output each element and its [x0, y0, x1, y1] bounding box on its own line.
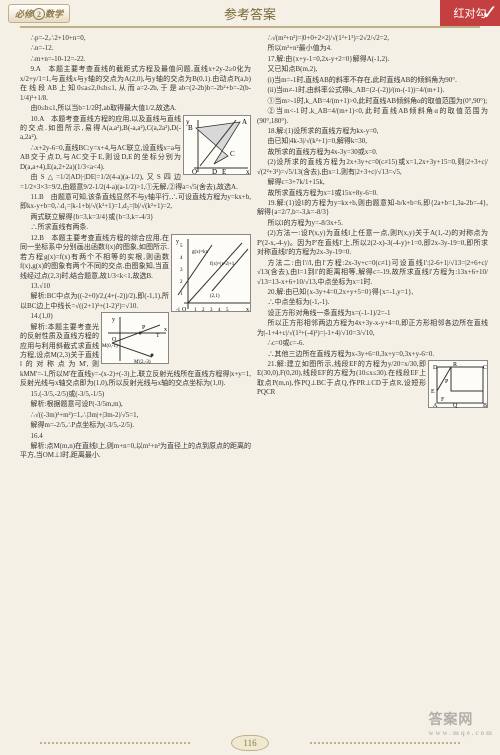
body-text: ∴c=0或c=-6.	[257, 339, 488, 348]
svg-text:y: y	[112, 317, 115, 323]
body-text: 解析:点M(m,n)在直线l上,则m+n=0,以m²+n²为直径上的点到原点的距…	[20, 442, 251, 461]
svg-text:2: 2	[202, 308, 205, 313]
svg-text:3: 3	[210, 308, 213, 313]
body-text: 9.A 本题主要考查直线的截距式方程及最值问题,直线x+2y-2≥0化为x/2+…	[20, 65, 251, 103]
page-title: 参考答案	[224, 4, 276, 23]
svg-text:4: 4	[218, 308, 221, 313]
body-text: ②当m<-1时,k_AB=4/(m+1)<0,此时直线AB倾斜角α的取值范围为(…	[257, 107, 488, 126]
body-text: 解得c=3+7k/1+15k,	[257, 178, 488, 187]
svg-text:C: C	[230, 150, 235, 158]
svg-text:D: D	[212, 168, 217, 176]
body-text: ∴其他三边所在直线方程为x-3y+6=0,3x+y=0,3x+y-6=0.	[257, 350, 488, 359]
subject-text-right: 数学	[45, 9, 63, 19]
body-text: 故所求直线方程为x=1或15x+8y-6=0.	[257, 189, 488, 198]
svg-text:x: x	[246, 168, 250, 176]
body-text: (2)方法一:设P(x,y)为直线l上任意一点,则P(x,y)关于A(1,-2)…	[257, 229, 488, 257]
body-text: 11.B 由题意可知,该条直线显然不与y轴平行,∴可设直线方程为y=kx+b,即…	[20, 193, 251, 212]
svg-text:-1: -1	[176, 308, 181, 313]
body-text: 两式联立解得{b=3,k=3/4}或{b=3,k=-4/3}	[20, 213, 251, 222]
svg-text:B: B	[483, 403, 487, 409]
body-text: (2)设所求的直线方程为2x+3y+c=0(c≠15)或x=1,2x+3y+15…	[257, 158, 488, 177]
subject-text-left: 必修	[15, 9, 33, 19]
body-text: 17.解:由{x+y-1=0,2x-y+2=0}解得A(-1,2).	[257, 55, 488, 64]
body-text: (ii)当m≠-1时,由斜率公式得k_AB=(2-(-2))/(m-(-1))=…	[257, 86, 488, 95]
svg-text:5: 5	[226, 308, 229, 313]
watermark-url: www.mqe.com	[428, 729, 494, 737]
body-text: 解析:根据题意可设P(-3/5m,m),	[20, 400, 251, 409]
body-text: 故所求的直线方程为4x-3y=30或x=0.	[257, 148, 488, 157]
svg-text:1: 1	[194, 308, 197, 313]
svg-text:M'(2,-3): M'(2,-3)	[134, 360, 151, 365]
body-text: (i)当m=-1时,直线AB的斜率不存在,此时直线AB的倾斜角为90°.	[257, 76, 488, 85]
body-text: ∴中点坐标为(-1,-1).	[257, 298, 488, 307]
svg-text:3: 3	[180, 268, 183, 273]
body-text: ∴m+n=-10-12=-22.	[20, 55, 251, 64]
body-text: 所以正方形相邻两边方程为4x+3y-x-y+4=0,即正方形相邻各边所在直线为|…	[257, 319, 488, 338]
body-text: 由已知|4k-3|/√(k²+1)=0,解得k=30,	[257, 137, 488, 146]
watermark: 答案网 www.mqe.com	[428, 709, 494, 737]
body-text: 解得m=-2/5,∴P点坐标为(-3/5,-2/5).	[20, 421, 251, 430]
body-text: 设正方形对角线一条直线为x=(-1-1)/2=-1	[257, 309, 488, 318]
svg-text:M(0,-1): M(0,-1)	[102, 344, 118, 349]
body-text: ∴n=-12.	[20, 44, 251, 53]
svg-text:2: 2	[180, 280, 183, 285]
body-text: 又已知点B(m,2),	[257, 65, 488, 74]
checkmark-icon: ✓	[481, 0, 498, 25]
body-text: 所以l的方程为y=-8/3x+5.	[257, 219, 488, 228]
body-text: ∴√((-3m)²+m²)=1,∴|3m|+|3m-2|/√5=1,	[20, 411, 251, 420]
svg-text:F: F	[441, 397, 445, 403]
page-header: 必修2数学 参考答案 红对勾 ✓	[0, 0, 500, 26]
watermark-text: 答案网	[428, 713, 473, 728]
header-divider	[20, 26, 480, 30]
body-text: 由0≤b≤1,所以当b=1/2时,ab取得最大值1/2,故选A.	[20, 104, 251, 113]
body-text: 所以m²+n²最小值为4.	[257, 44, 488, 53]
svg-text:O: O	[192, 168, 197, 176]
svg-text:T: T	[156, 333, 160, 339]
svg-text:4: 4	[180, 256, 183, 261]
svg-text:A: A	[433, 403, 438, 409]
svg-text:B: B	[188, 124, 193, 132]
svg-text:5: 5	[180, 244, 183, 249]
svg-text:P: P	[445, 379, 449, 385]
subject-number: 2	[33, 8, 45, 20]
svg-text:R: R	[453, 362, 457, 368]
body-text: 18.解:(1)设所求的直线方程为kx-y=0,	[257, 127, 488, 136]
figure-triangle: yABCDEOx	[183, 115, 251, 175]
footer-dots-left	[40, 742, 190, 744]
body-text: ∴所求直线有两条.	[20, 223, 251, 232]
left-column: ∴p=-2,∴2+10+n=0,∴n=-12. ∴m+n=-10-12=-22.9…	[20, 34, 251, 462]
svg-text:E: E	[222, 168, 226, 176]
body-text: 16.4	[20, 432, 251, 441]
body-text: 19.解:(1)设l的方程为y=kx+b,则由题意知-b/k+b=6,即{2a+…	[257, 199, 488, 218]
body-text: 由S△=1/2|AD|·|DE|=1/2(4-a)(a-1/2),又S四边=1/…	[20, 173, 251, 192]
svg-text:x: x	[164, 327, 167, 333]
page-number: 116	[231, 735, 269, 751]
svg-text:y: y	[176, 239, 179, 245]
brand-badge: 红对勾 ✓	[440, 0, 500, 26]
svg-text:1: 1	[180, 292, 183, 297]
body-text: ①当m>-1时,k_AB=4/(m+1)>0,此时直线AB倾斜角α的取值范围为(…	[257, 97, 488, 106]
svg-text:(2,1): (2,1)	[210, 294, 220, 299]
content-area: ∴p=-2,∴2+10+n=0,∴n=-12. ∴m+n=-10-12=-22.9…	[0, 32, 500, 462]
right-column: ∴√(m²+n²)=|0+0+2×2|/√(1²+1²)=2√2/√2=2,所以…	[257, 34, 488, 462]
svg-text:x: x	[246, 307, 249, 313]
svg-text:O: O	[182, 307, 187, 313]
svg-text:g(x)=kx: g(x)=kx	[192, 250, 209, 255]
svg-text:C: C	[483, 365, 487, 371]
svg-text:A: A	[242, 118, 247, 126]
svg-text:Q: Q	[453, 403, 458, 409]
figure-rectangle: D R C P EFA Q B	[428, 360, 488, 408]
body-text: ∴√(m²+n²)=|0+0+2×2|/√(1²+1²)=2√2/√2=2,	[257, 34, 488, 43]
subject-badge: 必修2数学	[8, 4, 70, 23]
figure-reflection: yxOM(0,-1)M'(2,-3)PT	[101, 312, 169, 364]
body-text: 方法二:由l'//l,由l'方程:2x-3y+c=0(c≠1)可设直线l':|2…	[257, 259, 488, 287]
body-text: ∴p=-2,∴2+10+n=0,	[20, 34, 251, 43]
svg-text:D: D	[433, 365, 438, 371]
body-text: 20.解:由已知{x-3y+4=0,2x+y+5=0}得{x=-1,y=1},	[257, 288, 488, 297]
svg-text:E: E	[431, 389, 435, 395]
footer-dots-right	[310, 742, 460, 744]
svg-text:f(x)=|x-2|+1: f(x)=|x-2|+1	[210, 262, 235, 267]
body-text: 15.(-3/5,-2/5)或(-3/5,-1/5)	[20, 390, 251, 399]
figure-plot: yxOg(x)=kxf(x)=|x-2|+1(2,1)-11234512345	[171, 234, 251, 312]
